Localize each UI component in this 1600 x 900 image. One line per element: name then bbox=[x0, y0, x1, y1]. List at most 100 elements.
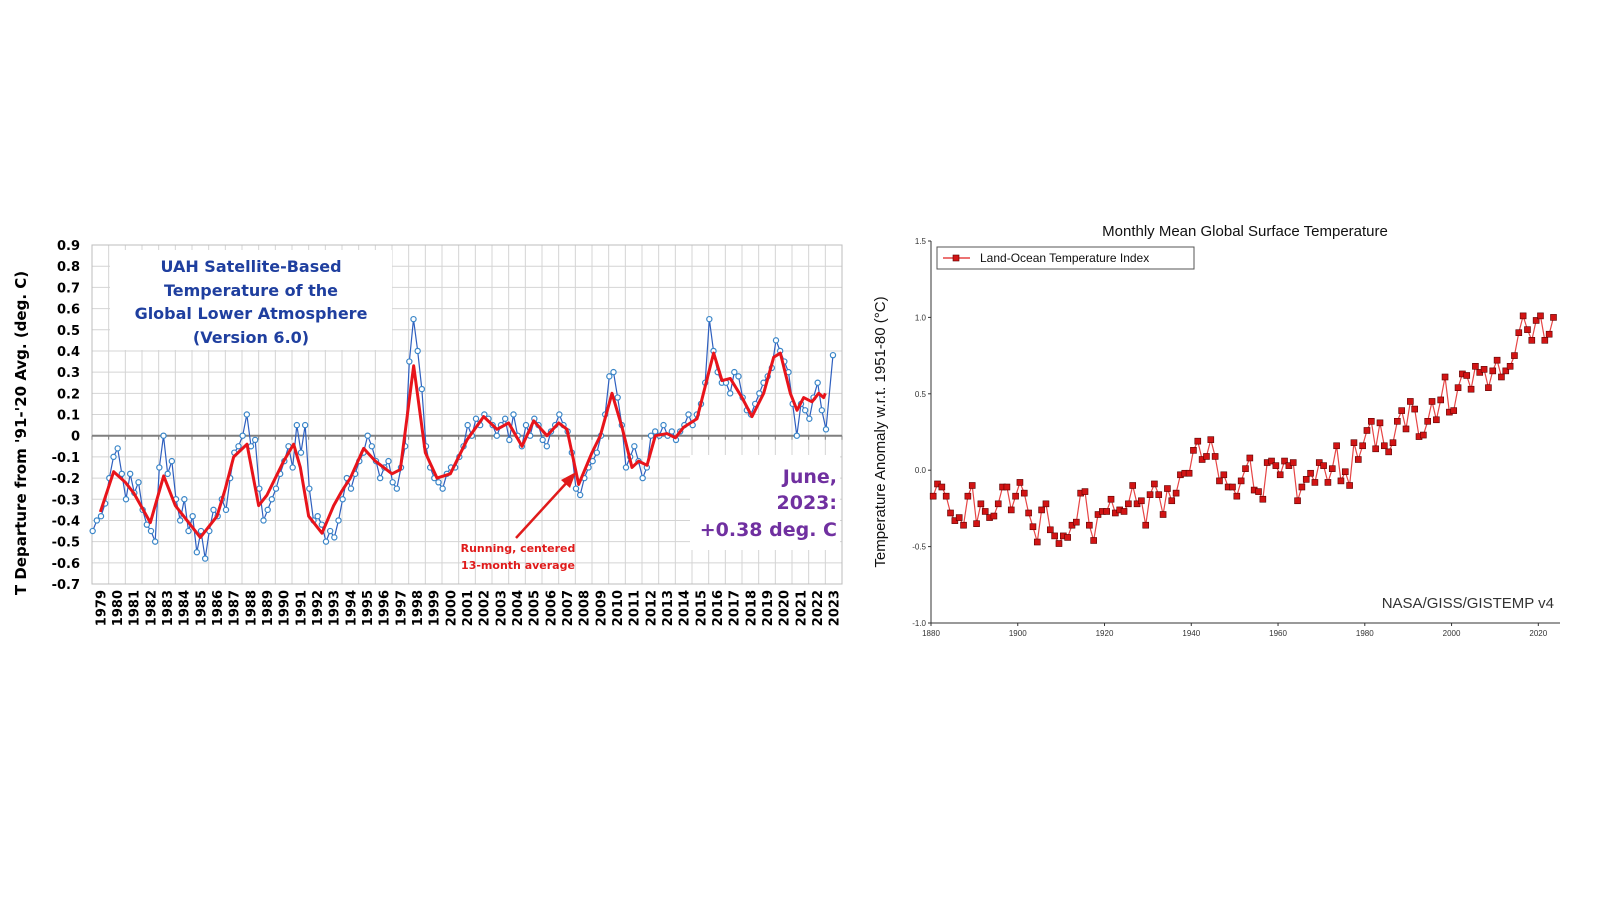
uah-monthly-point bbox=[335, 517, 342, 524]
uah-title-line: Temperature of the bbox=[164, 281, 338, 300]
uah-x-tick-label: 1992 bbox=[311, 590, 326, 626]
giss-point bbox=[1007, 506, 1015, 514]
giss-point bbox=[1450, 407, 1458, 414]
giss-point bbox=[1185, 469, 1193, 477]
giss-point bbox=[1381, 442, 1388, 450]
giss-legend: Land-Ocean Temperature Index bbox=[936, 246, 1195, 270]
uah-monthly-point bbox=[201, 555, 209, 562]
uah-monthly-point bbox=[829, 351, 837, 359]
giss-point bbox=[1216, 477, 1223, 485]
giss-point bbox=[1472, 362, 1479, 370]
uah-x-tick-label: 2010 bbox=[611, 590, 626, 626]
giss-point bbox=[1086, 521, 1093, 529]
uah-x-tick-label: 1982 bbox=[144, 590, 159, 626]
uah-monthly-point bbox=[543, 443, 551, 450]
giss-point bbox=[1064, 534, 1071, 541]
uah-title: UAH Satellite-Based Temperature of the G… bbox=[135, 257, 368, 347]
giss-point bbox=[1502, 367, 1510, 375]
giss-x-tick-label: 1960 bbox=[1269, 629, 1287, 638]
uah-monthly-point bbox=[539, 436, 546, 444]
uah-x-tick-label: 1985 bbox=[194, 590, 209, 626]
uah-monthly-point bbox=[522, 421, 530, 429]
uah-monthly-point bbox=[818, 407, 826, 414]
uah-running-mean-note: Running, centered 13-month average bbox=[461, 472, 576, 572]
giss-point bbox=[1046, 526, 1054, 534]
giss-point bbox=[1159, 511, 1167, 518]
uah-x-tick-label: 2001 bbox=[461, 590, 476, 626]
uah-x-tick-label: 2019 bbox=[761, 590, 776, 626]
giss-point bbox=[1333, 442, 1340, 450]
uah-monthly-point bbox=[143, 521, 151, 528]
giss-point bbox=[994, 500, 1002, 508]
uah-monthly-point bbox=[222, 506, 230, 514]
uah-x-tick-label: 1998 bbox=[411, 590, 426, 626]
uah-monthly-point bbox=[297, 449, 305, 456]
uah-monthly-point bbox=[306, 485, 313, 492]
uah-monthly-point bbox=[114, 445, 121, 452]
uah-monthly-point bbox=[576, 491, 584, 499]
giss-point bbox=[1328, 465, 1336, 472]
uah-monthly-point bbox=[239, 432, 246, 439]
giss-point bbox=[1190, 447, 1197, 454]
uah-monthly-point bbox=[589, 457, 596, 465]
uah-monthly-point bbox=[685, 411, 692, 418]
uah-monthly-point bbox=[418, 385, 426, 393]
giss-point bbox=[1463, 372, 1471, 379]
giss-point bbox=[1359, 442, 1366, 450]
giss-point bbox=[977, 500, 985, 508]
giss-point bbox=[1146, 491, 1154, 498]
uah-monthly-point bbox=[93, 517, 101, 524]
giss-point bbox=[1073, 518, 1080, 526]
uah-monthly-point bbox=[639, 474, 646, 482]
uah-y-tick-labels: 0.9 0.8 0.7 0.6 0.5 0.4 0.3 0.2 0.1 0 -0.1 -0.2 -0.3… bbox=[52, 239, 80, 593]
uah-monthly-point bbox=[89, 527, 96, 535]
uah-y-tick-label: -0.3 bbox=[52, 493, 80, 508]
uah-x-tick-label: 2000 bbox=[444, 590, 459, 626]
giss-point bbox=[1042, 500, 1050, 508]
uah-monthly-point bbox=[622, 464, 630, 471]
uah-monthly-point bbox=[801, 407, 809, 414]
giss-point bbox=[1537, 312, 1544, 320]
giss-point bbox=[960, 521, 967, 529]
giss-point bbox=[1272, 462, 1280, 469]
uah-x-tick-label: 2011 bbox=[628, 590, 643, 626]
uah-x-tick-label: 1994 bbox=[344, 590, 359, 626]
giss-y-tick-label: -1.0 bbox=[912, 619, 926, 628]
uah-monthly-point bbox=[668, 428, 676, 435]
uah-monthly-point bbox=[339, 496, 346, 503]
giss-y-tick-label: 0.0 bbox=[915, 466, 927, 475]
uah-x-tick-label: 2003 bbox=[494, 590, 509, 626]
uah-y-tick-label: 0.9 bbox=[57, 239, 80, 254]
uah-monthly-point bbox=[151, 538, 159, 545]
uah-x-tick-label: 1996 bbox=[378, 590, 393, 626]
uah-x-tick-label: 2008 bbox=[578, 590, 593, 626]
uah-x-tick-label: 2002 bbox=[478, 590, 493, 626]
giss-legend-label: Land-Ocean Temperature Index bbox=[980, 251, 1149, 265]
uah-x-tick-label: 2023 bbox=[828, 590, 843, 626]
giss-series bbox=[929, 312, 1557, 547]
uah-note-arrow-head bbox=[561, 472, 576, 488]
uah-monthly-point bbox=[793, 432, 801, 439]
uah-y-tick-label: 0.7 bbox=[57, 281, 80, 296]
giss-point bbox=[1038, 506, 1045, 514]
uah-x-tick-label: 1997 bbox=[394, 590, 409, 626]
uah-x-tick-label: 2005 bbox=[528, 590, 543, 626]
giss-point bbox=[1107, 495, 1115, 503]
uah-monthly-point bbox=[556, 411, 563, 418]
giss-point bbox=[1125, 500, 1132, 508]
giss-x-tick-label: 1940 bbox=[1182, 629, 1200, 638]
uah-monthly-point bbox=[414, 347, 421, 355]
giss-legend-marker bbox=[952, 254, 960, 262]
giss-point bbox=[1489, 367, 1497, 375]
uah-monthly-point bbox=[272, 485, 280, 492]
giss-point bbox=[1368, 418, 1375, 425]
uah-monthly-point bbox=[160, 432, 167, 439]
giss-point bbox=[1493, 356, 1501, 364]
giss-point bbox=[1268, 457, 1275, 465]
uah-x-tick-label: 2013 bbox=[661, 590, 676, 626]
giss-point bbox=[1168, 497, 1176, 505]
uah-y-tick-label: 0.5 bbox=[57, 324, 80, 339]
uah-monthly-point bbox=[260, 517, 267, 524]
